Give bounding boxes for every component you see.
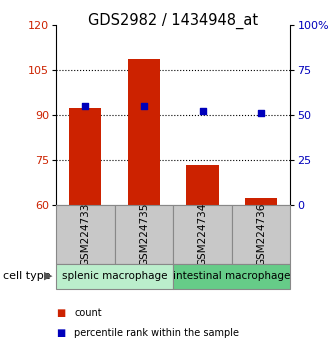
Text: percentile rank within the sample: percentile rank within the sample [74, 329, 239, 338]
Bar [245, 198, 277, 205]
Text: ■: ■ [56, 308, 65, 318]
Text: intestinal macrophage: intestinal macrophage [173, 271, 290, 281]
Text: ■: ■ [56, 329, 65, 338]
Text: ▶: ▶ [44, 271, 52, 281]
Text: GSM224734: GSM224734 [198, 203, 208, 266]
Bar [69, 108, 102, 205]
Text: GSM224733: GSM224733 [81, 203, 90, 266]
Bar [56, 264, 173, 289]
Point [83, 103, 88, 109]
Text: GDS2982 / 1434948_at: GDS2982 / 1434948_at [88, 12, 258, 29]
Bar [115, 205, 173, 264]
Text: count: count [74, 308, 102, 318]
Bar [128, 59, 160, 205]
Text: splenic macrophage: splenic macrophage [62, 271, 167, 281]
Text: GSM224735: GSM224735 [139, 203, 149, 266]
Point [200, 109, 205, 114]
Bar [232, 205, 290, 264]
Point [258, 110, 264, 116]
Bar [173, 205, 232, 264]
Text: GSM224736: GSM224736 [256, 203, 266, 266]
Point [141, 103, 147, 109]
Text: cell type: cell type [3, 271, 51, 281]
Bar [56, 205, 115, 264]
Bar [173, 264, 290, 289]
Bar [186, 165, 219, 205]
